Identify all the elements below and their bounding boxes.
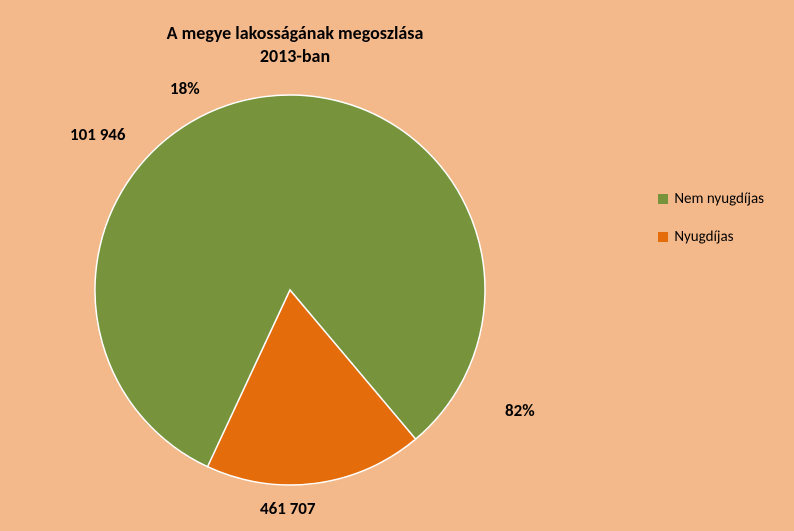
legend-item-1: Nyugdíjas xyxy=(658,228,764,246)
chart-title: A megye lakosságának megoszlása 2013-ban xyxy=(0,22,590,67)
legend-swatch-1 xyxy=(658,232,668,242)
slice-value-label-1: 101 946 xyxy=(70,124,126,145)
chart-title-line2: 2013-ban xyxy=(260,45,330,67)
legend-item-0: Nem nyugdíjas xyxy=(658,190,764,208)
pie-chart-container: A megye lakosságának megoszlása 2013-ban… xyxy=(0,0,794,531)
legend-label-1: Nyugdíjas xyxy=(674,228,733,246)
slice-percent-label-0: 82% xyxy=(505,400,535,421)
legend: Nem nyugdíjas Nyugdíjas xyxy=(658,190,764,266)
chart-title-line1: A megye lakosságának megoszlása xyxy=(167,22,424,44)
pie-svg xyxy=(93,93,487,487)
slice-percent-label-1: 18% xyxy=(170,78,200,99)
legend-label-0: Nem nyugdíjas xyxy=(674,190,764,208)
slice-value-label-0: 461 707 xyxy=(260,498,316,519)
legend-swatch-0 xyxy=(658,194,668,204)
